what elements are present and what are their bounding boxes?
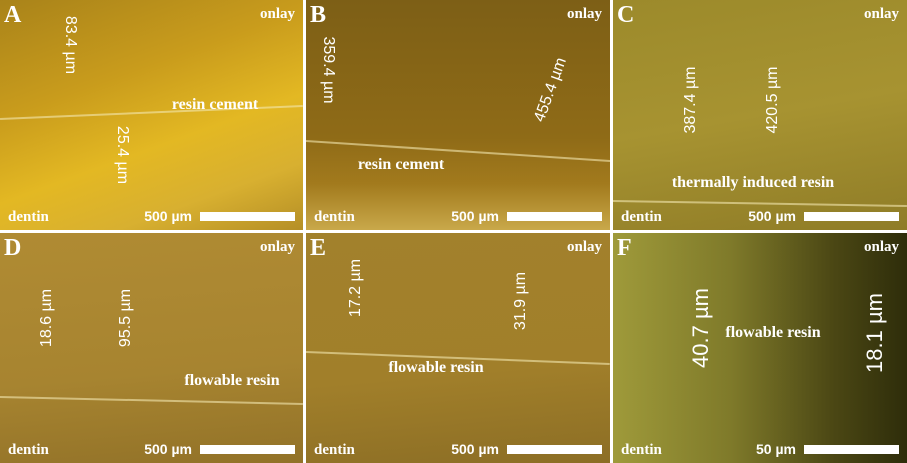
- scale-label: 500 µm: [144, 441, 192, 457]
- onlay-label: onlay: [567, 6, 602, 23]
- scale-bar: 500 µm: [748, 208, 899, 224]
- scale-line: [507, 445, 602, 454]
- interface-line: [0, 396, 303, 405]
- scale-label: 500 µm: [748, 208, 796, 224]
- onlay-label: onlay: [864, 239, 899, 256]
- scale-line: [804, 445, 899, 454]
- thickness-label: 17.2 µm: [347, 259, 365, 317]
- dentin-label: dentin: [314, 209, 355, 226]
- scale-label: 500 µm: [451, 208, 499, 224]
- material-label: resin cement: [172, 96, 258, 114]
- material-label: thermally induced resin: [672, 174, 834, 192]
- thickness-label: 387.4 µm: [682, 66, 700, 133]
- panel-letter: A: [4, 2, 21, 29]
- scale-bar: 500 µm: [144, 208, 295, 224]
- material-label: resin cement: [358, 156, 444, 174]
- material-label: flowable resin: [184, 372, 279, 390]
- figure: Aonlay dentin 500 µm resin cement 83.4 µm 25.…: [0, 0, 907, 463]
- scale-line: [804, 212, 899, 221]
- panel-letter: B: [310, 2, 326, 29]
- thickness-label: 420.5 µm: [764, 66, 782, 133]
- panel-letter: C: [617, 2, 634, 29]
- panel-letter: D: [4, 235, 21, 262]
- scale-bar: 500 µm: [144, 441, 295, 457]
- dentin-label: dentin: [8, 442, 49, 459]
- scale-bar: 500 µm: [451, 208, 602, 224]
- dentin-label: dentin: [314, 442, 355, 459]
- interface-line: [306, 140, 610, 162]
- thickness-label: 18.1 µm: [862, 293, 888, 373]
- onlay-label: onlay: [260, 239, 295, 256]
- material-label: flowable resin: [725, 324, 820, 342]
- thickness-label: 455.4 µm: [531, 55, 571, 124]
- thickness-label: 95.5 µm: [117, 289, 135, 347]
- scale-label: 50 µm: [756, 441, 796, 457]
- scale-label: 500 µm: [144, 208, 192, 224]
- dentin-label: dentin: [8, 209, 49, 226]
- thickness-label: 359.4 µm: [319, 36, 337, 103]
- panel-letter: F: [617, 235, 632, 262]
- thickness-label: 18.6 µm: [38, 289, 56, 347]
- thickness-label: 31.9 µm: [512, 272, 530, 330]
- panel-letter: E: [310, 235, 326, 262]
- thickness-label: 40.7 µm: [688, 288, 714, 368]
- onlay-label: onlay: [567, 239, 602, 256]
- scale-line: [200, 445, 295, 454]
- interface-line: [613, 200, 907, 207]
- onlay-label: onlay: [864, 6, 899, 23]
- thickness-label: 25.4 µm: [113, 126, 131, 184]
- dentin-label: dentin: [621, 442, 662, 459]
- scale-bar: 500 µm: [451, 441, 602, 457]
- dentin-label: dentin: [621, 209, 662, 226]
- scale-line: [200, 212, 295, 221]
- onlay-label: onlay: [260, 6, 295, 23]
- scale-bar: 50 µm: [756, 441, 899, 457]
- scale-line: [507, 212, 602, 221]
- thickness-label: 83.4 µm: [61, 16, 79, 74]
- material-label: flowable resin: [388, 359, 483, 377]
- scale-label: 500 µm: [451, 441, 499, 457]
